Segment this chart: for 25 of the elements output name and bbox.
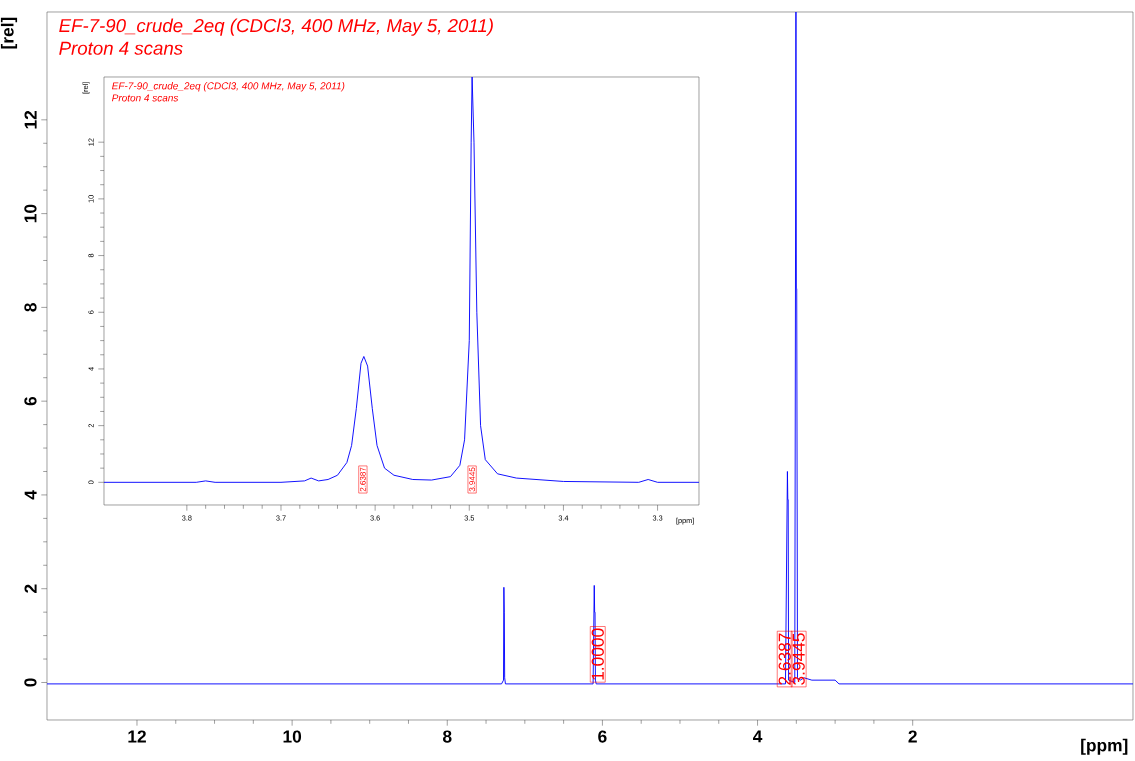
x-tick-label: 6 [598,730,607,743]
annotation: 2.6387 [360,467,366,492]
annotation: 2.6387 [778,633,791,685]
chart-title: EF-7-90_crude_2eq (CDCl3, 400 MHz, May 5, 2011) [112,82,345,92]
text: Proton 4 scans [59,41,183,55]
y-tick-label: 2 [24,584,37,593]
y-tick-label: 0 [24,678,37,687]
text: Proton 4 scans [112,94,179,102]
y-tick-label: 12 [24,110,37,129]
x-tick-label: 12 [128,730,146,743]
chart-title: EF-7-90_crude_2eq (CDCl3, 400 MHz, May 5, 2011) [59,18,493,36]
y-tick-label: 6 [24,396,37,406]
annotation: 1.0000 [591,628,604,680]
x-axis-title: [ppm] [1081,738,1128,755]
annotation: 3.9445 [469,467,475,492]
y-tick-label: 8 [24,303,37,312]
y-tick-label: 4 [24,490,37,500]
x-tick-label: 2 [908,730,917,743]
annotation: 3.9445 [792,633,805,685]
y-axis-title: [rel] [0,17,18,49]
x-tick-label: 10 [283,730,302,743]
x-tick-label: 4 [753,730,763,743]
line-series [46,11,1133,685]
y-tick-label: 10 [24,204,37,223]
x-tick-label: 8 [442,730,452,743]
